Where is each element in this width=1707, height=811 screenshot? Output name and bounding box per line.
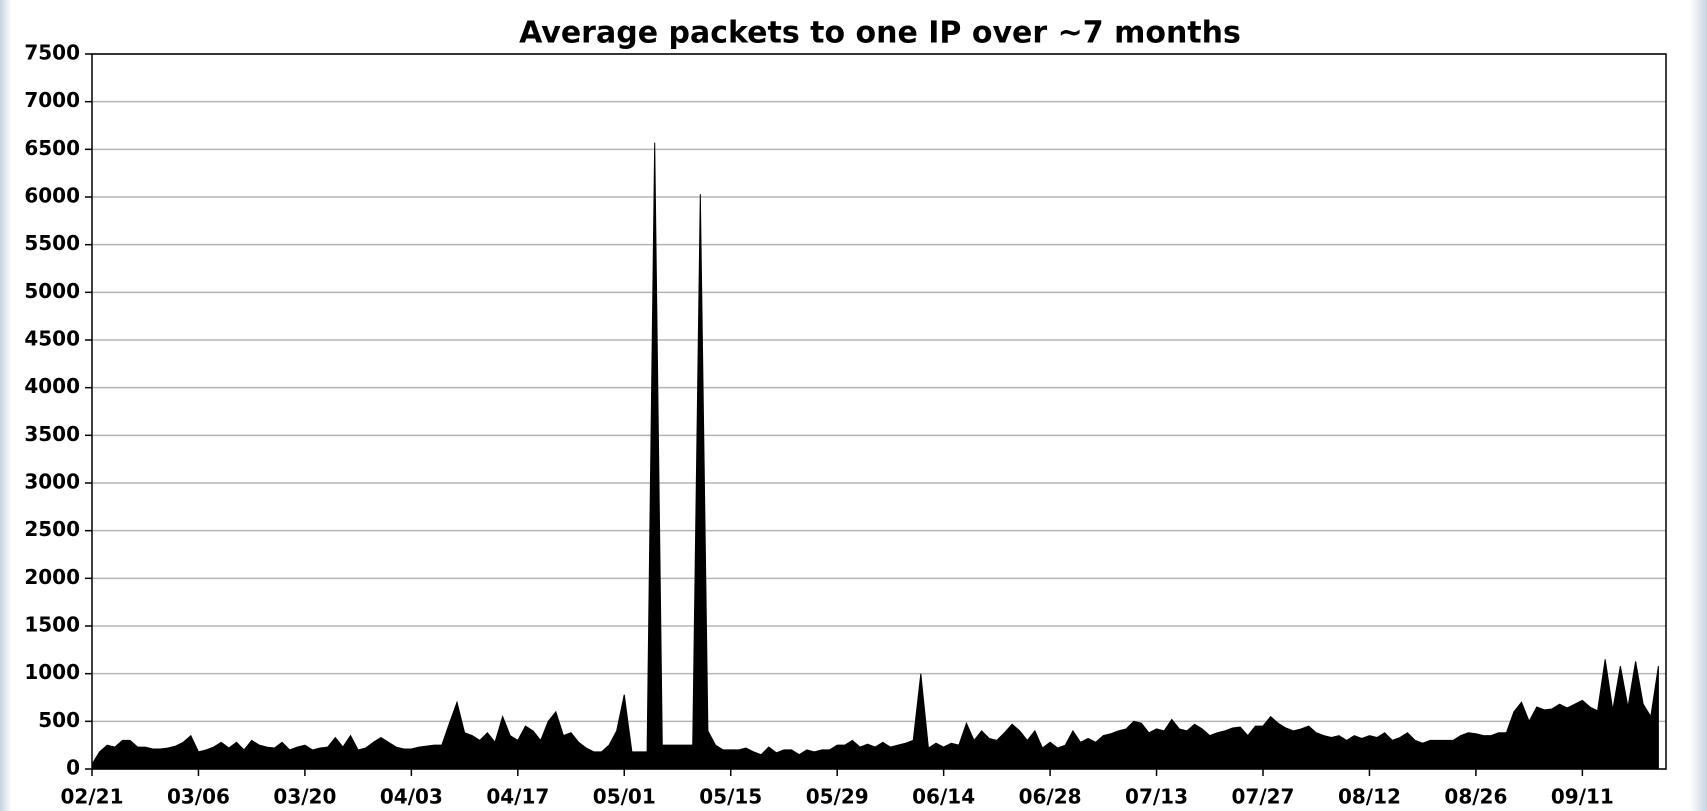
x-tick-label: 05/01 bbox=[593, 785, 656, 809]
y-tick-label: 2000 bbox=[24, 565, 80, 589]
x-tick-label: 08/26 bbox=[1444, 785, 1507, 809]
y-tick-label: 500 bbox=[38, 708, 80, 732]
y-tick-label: 1500 bbox=[24, 613, 80, 637]
y-tick-label: 2500 bbox=[24, 517, 80, 541]
y-tick-label: 3500 bbox=[24, 422, 80, 446]
y-tick-label: 4000 bbox=[24, 374, 80, 398]
x-tick-label: 06/28 bbox=[1019, 785, 1082, 809]
y-tick-label: 0 bbox=[66, 756, 80, 780]
x-tick-label: 04/17 bbox=[486, 785, 549, 809]
x-tick-label: 09/11 bbox=[1551, 785, 1614, 809]
area bbox=[91, 142, 1659, 770]
x-tick-label: 07/13 bbox=[1125, 785, 1188, 809]
y-tick-label: 7500 bbox=[24, 41, 80, 65]
y-tick-label: 3000 bbox=[24, 470, 80, 494]
y-tick-label: 6000 bbox=[24, 184, 80, 208]
chart-title: Average packets to one IP over ~7 months bbox=[519, 16, 1241, 51]
x-tick-label: 02/21 bbox=[61, 785, 124, 809]
y-tick-label: 7000 bbox=[24, 88, 80, 112]
x-tick-label: 03/20 bbox=[273, 785, 336, 809]
y-tick-label: 5000 bbox=[24, 279, 80, 303]
x-tick-label: 06/14 bbox=[912, 785, 975, 809]
x-tick-label: 04/03 bbox=[380, 785, 443, 809]
x-tick-label: 08/12 bbox=[1338, 785, 1401, 809]
plot-frame bbox=[91, 53, 1667, 770]
x-tick-label: 05/29 bbox=[806, 785, 869, 809]
x-tick-label: 07/27 bbox=[1232, 785, 1295, 809]
y-tick-label: 6500 bbox=[24, 136, 80, 160]
x-tick-label: 03/06 bbox=[167, 785, 230, 809]
y-tick-label: 5500 bbox=[24, 231, 80, 255]
y-tick-label: 1000 bbox=[24, 660, 80, 684]
x-tick-label: 05/15 bbox=[699, 785, 762, 809]
y-tick-label: 4500 bbox=[24, 327, 80, 351]
